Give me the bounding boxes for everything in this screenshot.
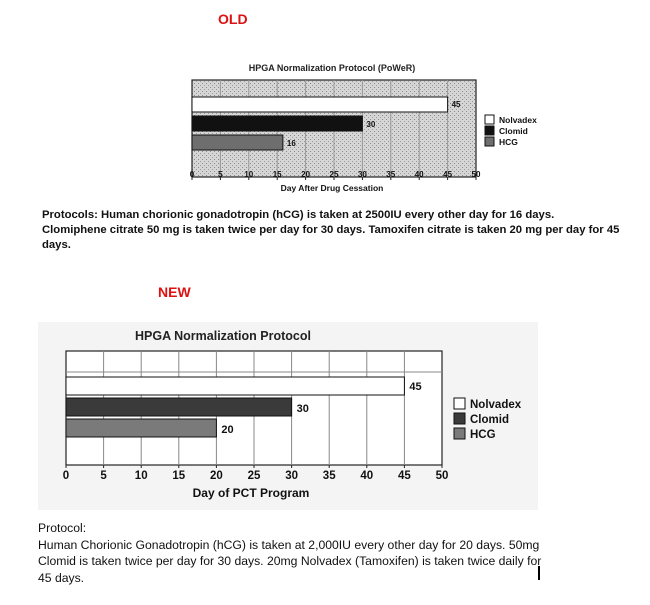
undefined-tick-label: 50	[472, 170, 481, 179]
undefined-tick-label: 25	[330, 170, 339, 179]
undefined-tick-label: 35	[323, 470, 336, 482]
undefined-x-axis-label: Day After Drug Cessation	[281, 183, 384, 193]
undefined-tick-label: 5	[218, 170, 223, 179]
new-protocol-text: Human Chorionic Gonadotropin (hCG) is ta…	[38, 537, 542, 585]
old-protocol-text: Protocols: Human chorionic gonadotropin …	[42, 209, 620, 251]
undefined-tick-label: 40	[415, 170, 424, 179]
undefined-legend-swatch-nolvadex	[453, 397, 466, 410]
old-chart: HPGA Normalization Protocol (PoWeR) 45 30 1…	[190, 63, 537, 193]
undefined-legend-swatch-clomid	[453, 412, 466, 425]
undefined-tick-label: 45	[443, 170, 452, 179]
undefined-legend-label-nolvadex: Nolvadex	[470, 399, 522, 411]
undefined-bar-value-hcg: 16	[287, 139, 296, 148]
undefined-bar-nolvadex	[191, 96, 449, 113]
undefined-legend-swatch-hcg	[484, 136, 495, 147]
undefined-legend-label-clomid: Clomid	[470, 414, 509, 426]
undefined-chart-title: HPGA Normalization Protocol (PoWeR)	[249, 63, 416, 73]
undefined-chart-title: HPGA Normalization Protocol	[135, 329, 311, 343]
undefined-bar-value-nolvadex: 45	[409, 381, 421, 393]
new-chart: HPGA Normalization Protocol 45 30 20 0 5 10 15 2…	[63, 329, 522, 500]
undefined-tick-label: 5	[100, 470, 107, 482]
undefined-tick-label: 15	[172, 470, 185, 482]
undefined-tick-label: 25	[248, 470, 261, 482]
undefined-bar-hcg	[65, 418, 217, 438]
new-protocol: Protocol: Human Chorionic Gonadotropin (…	[38, 520, 558, 586]
undefined-bar-value-nolvadex: 45	[452, 100, 461, 109]
undefined-tick-label: 30	[285, 470, 298, 482]
undefined-legend-swatch-nolvadex	[484, 114, 495, 125]
undefined-tick-label: 10	[244, 170, 253, 179]
undefined-tick-label: 10	[135, 470, 148, 482]
undefined-x-axis-label: Day of PCT Program	[193, 486, 310, 500]
undefined-legend-label-hcg: HCG	[470, 429, 496, 441]
undefined-legend-label-nolvadex: Nolvadex	[499, 115, 537, 125]
new-label: NEW	[158, 284, 191, 300]
undefined-legend-label-clomid: Clomid	[499, 126, 528, 136]
text-cursor	[538, 566, 540, 580]
undefined-tick-label: 45	[398, 470, 411, 482]
new-protocol-header: Protocol:	[38, 521, 87, 535]
undefined-tick-label: 15	[273, 170, 282, 179]
undefined-tick-label: 50	[436, 470, 449, 482]
undefined-tick-label: 20	[301, 170, 310, 179]
undefined-bar-clomid	[191, 115, 363, 132]
undefined-bar-hcg	[191, 134, 284, 151]
old-label: OLD	[218, 11, 248, 27]
undefined-bar-value-clomid: 30	[297, 403, 309, 415]
undefined-bar-value-clomid: 30	[366, 120, 375, 129]
undefined-legend-label-hcg: HCG	[499, 137, 518, 147]
undefined-bar-nolvadex	[65, 376, 405, 396]
undefined-legend-swatch-hcg	[453, 427, 466, 440]
undefined-tick-label: 40	[360, 470, 373, 482]
undefined-tick-label: 20	[210, 470, 223, 482]
undefined-bar-clomid	[65, 397, 293, 417]
undefined-bar-value-hcg: 20	[221, 424, 233, 436]
undefined-legend-swatch-clomid	[484, 125, 495, 136]
undefined-tick-label: 35	[386, 170, 395, 179]
undefined-tick-label: 0	[190, 170, 195, 179]
undefined-tick-label: 0	[63, 470, 69, 482]
undefined-tick-label: 30	[358, 170, 367, 179]
